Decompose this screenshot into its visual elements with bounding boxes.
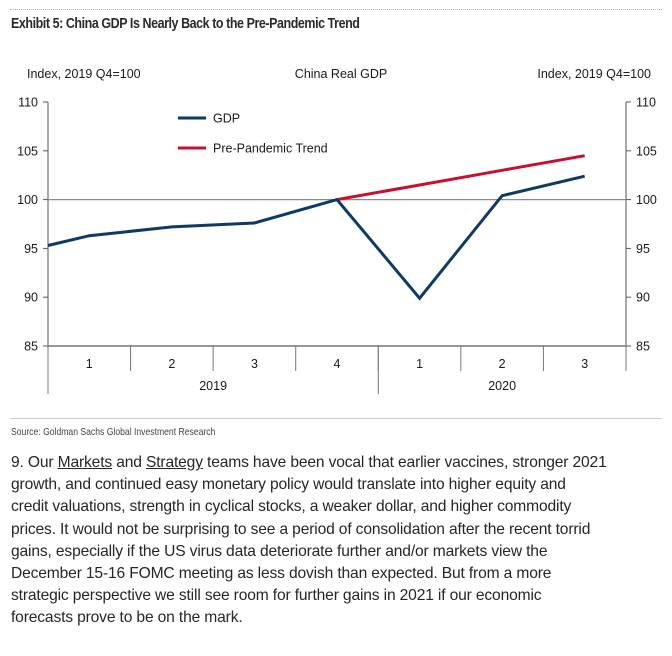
left-y-tick-label: 100 [17,193,38,207]
series-layer [47,154,586,301]
paragraph-line: credit valuations, strength in cyclical … [11,496,671,518]
right-axis-label: Index, 2019 Q4=100 [537,67,651,81]
link-markets[interactable]: Markets [57,454,113,471]
left-y-tick-label: 90 [24,291,38,305]
paragraph-line: growth, and continued easy monetary poli… [11,474,671,496]
series-line-gdp [47,174,586,301]
left-y-tick-label: 95 [24,242,38,256]
paragraph-text: teams have been vocal that earlier vacci… [202,454,607,471]
paragraph-text: and [112,454,146,471]
paragraph-text: prices. It would not be surprising to se… [11,520,591,538]
top-divider [10,9,662,10]
source-divider [10,418,662,419]
right-y-tick-label: 105 [636,144,657,158]
paragraph-line: prices. It would not be surprising to se… [11,519,671,541]
x-group-label: 2020 [488,379,516,393]
paragraph-line: December 15-16 FOMC meeting as less dovi… [11,563,671,585]
legend-label: GDP [213,112,240,126]
right-y-tick-label: 110 [636,96,656,110]
right-y-tick-label: 85 [636,340,650,354]
x-tick-label: 2 [168,357,175,371]
x-tick-label: 1 [416,357,423,371]
text-layer: 85 85 90 90 95 95 100 100 105 105 110 110 1 2 3 4 1 2 3 201… [17,67,657,393]
paragraph-text: forecasts prove to be on the mark. [11,609,243,627]
x-group-label: 2019 [199,379,227,393]
paragraph-line: forecasts prove to be on the mark. [11,607,671,629]
gdp-chart: 85 85 90 90 95 95 100 100 105 105 110 110 1 2 3 4 1 2 3 201… [17,67,657,394]
x-tick-label: 3 [581,357,588,371]
series-line-pre-pandemic-trend [336,154,585,202]
axes-layer [43,101,631,394]
x-tick-label: 3 [251,357,258,371]
left-axis-label: Index, 2019 Q4=100 [27,67,141,81]
paragraph-text: 9. Our [11,454,58,471]
left-y-tick-label: 110 [18,96,38,110]
x-tick-label: 4 [334,357,341,371]
chart-title: China Real GDP [295,67,387,81]
link-strategy[interactable]: Strategy [145,454,203,471]
left-y-tick-label: 85 [24,340,38,354]
legend-label: Pre-Pandemic Trend [213,142,328,156]
paragraph-text: strategic perspective we still see room … [11,587,542,605]
paragraph-text: growth, and continued easy monetary poli… [11,476,566,494]
exhibit-title: Exhibit 5: China GDP Is Nearly Back to t… [11,16,360,32]
right-y-tick-label: 90 [636,291,650,305]
x-tick-label: 2 [499,357,506,371]
x-tick-label: 1 [86,357,93,371]
left-y-tick-label: 105 [17,144,38,158]
paragraph-text: credit valuations, strength in cyclical … [11,498,572,516]
paragraph-text: December 15-16 FOMC meeting as less dovi… [11,565,552,583]
source-note: Source: Goldman Sachs Global Investment … [11,426,216,438]
right-y-tick-label: 95 [636,242,650,256]
paragraph-line: strategic perspective we still see room … [11,585,671,607]
paragraph-line: gains, especially if the US virus data d… [11,541,671,563]
paragraph-line: 9. Our Markets and Strategy teams have b… [11,452,671,474]
paragraph-text: gains, especially if the US virus data d… [11,542,548,560]
body-paragraph: 9. Our Markets and Strategy teams have b… [11,452,671,630]
right-y-tick-label: 100 [636,193,657,207]
